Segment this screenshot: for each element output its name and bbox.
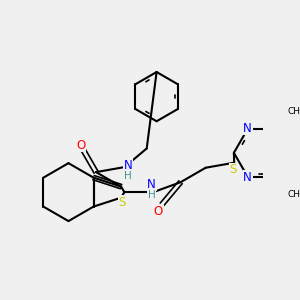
Text: N: N — [243, 122, 252, 135]
Text: N: N — [147, 178, 156, 191]
Text: H: H — [124, 171, 132, 181]
Text: O: O — [154, 205, 163, 218]
Text: O: O — [76, 139, 85, 152]
Text: N: N — [243, 171, 252, 184]
Text: CH₃: CH₃ — [287, 107, 300, 116]
Text: N: N — [124, 159, 132, 172]
Text: S: S — [118, 196, 126, 208]
Text: H: H — [148, 190, 155, 200]
Text: CH₃: CH₃ — [287, 190, 300, 199]
Text: S: S — [230, 163, 237, 176]
